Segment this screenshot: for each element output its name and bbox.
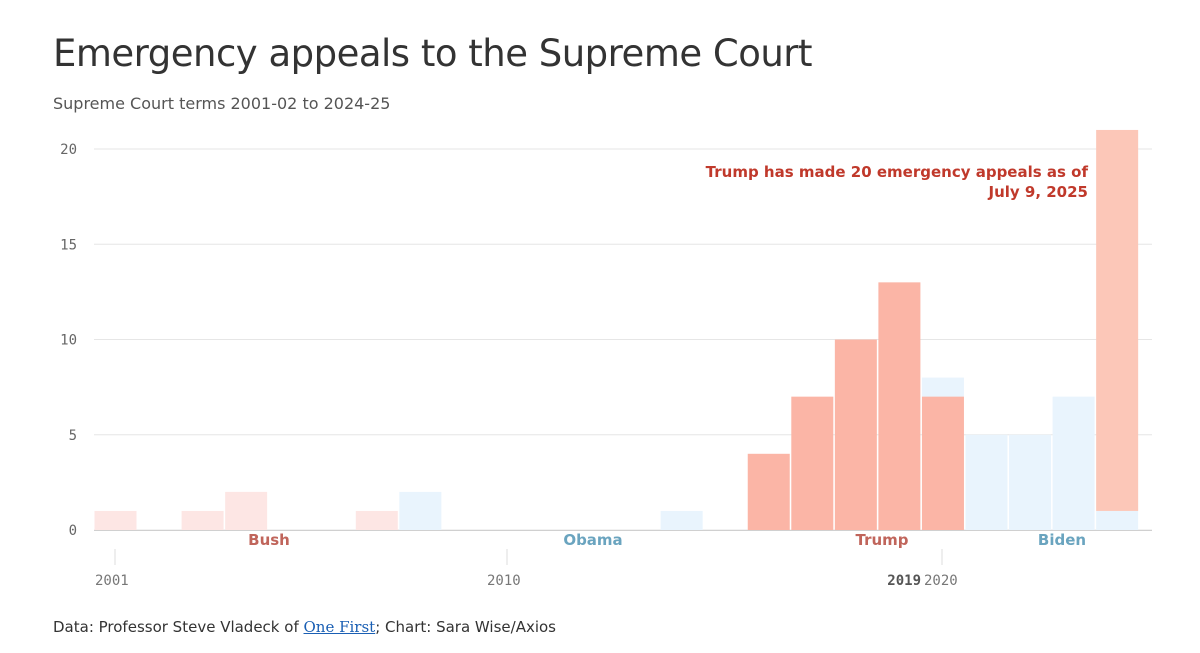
x-axis-ticks: 2001 2010 2019 2020 bbox=[95, 549, 958, 589]
y-tick-label: 15 bbox=[60, 237, 77, 253]
bar-trump-2019 bbox=[878, 282, 921, 530]
bar-trump-2024 bbox=[1096, 129, 1139, 511]
bar-biden-2023 bbox=[1052, 396, 1095, 530]
bar-biden-2022 bbox=[1009, 434, 1052, 530]
appeals-bar-chart: 0 5 10 15 20 2001 2010 2019 2020 Bush Obama Trump… bbox=[60, 129, 1152, 589]
annotation-line-1: Trump has made 20 emergency appeals as o… bbox=[706, 163, 1089, 181]
x-tick-label-2010: 2010 bbox=[487, 573, 521, 589]
bar-trump-2017 bbox=[791, 396, 834, 530]
bar-trump-2020 bbox=[921, 396, 964, 530]
bar-bush-2003 bbox=[181, 510, 224, 530]
bar-trump-2016 bbox=[747, 453, 790, 530]
president-label-trump: Trump bbox=[855, 531, 908, 549]
president-label-obama: Obama bbox=[563, 531, 622, 549]
page-subtitle: Supreme Court terms 2001-02 to 2024-25 bbox=[53, 94, 391, 113]
x-tick-label-2020: 2020 bbox=[924, 573, 958, 589]
y-tick-label: 10 bbox=[60, 333, 77, 349]
bar-bush-2001 bbox=[94, 510, 137, 530]
x-tick-label-2001: 2001 bbox=[95, 573, 129, 589]
bar-biden-2024 bbox=[1096, 510, 1139, 530]
y-tick-label: 20 bbox=[60, 142, 77, 158]
y-tick-label: 5 bbox=[69, 428, 77, 444]
source-suffix: ; Chart: Sara Wise/Axios bbox=[375, 618, 556, 636]
bar-bush-2004 bbox=[225, 491, 268, 530]
president-labels: Bush Obama Trump Biden bbox=[248, 531, 1086, 549]
bar-obama-2008 bbox=[399, 491, 442, 530]
y-tick-label: 0 bbox=[69, 523, 77, 539]
bar-biden-2021 bbox=[965, 434, 1008, 530]
annotation-line-2: July 9, 2025 bbox=[987, 183, 1088, 201]
x-tick-label-2019: 2019 bbox=[887, 573, 921, 589]
source-prefix: Data: Professor Steve Vladeck of bbox=[53, 618, 304, 636]
bar-obama-2014 bbox=[660, 510, 703, 530]
president-label-biden: Biden bbox=[1038, 531, 1086, 549]
bars bbox=[94, 129, 1139, 530]
bar-bush-2007 bbox=[355, 510, 398, 530]
source-note: Data: Professor Steve Vladeck of One Fir… bbox=[53, 618, 556, 636]
president-label-bush: Bush bbox=[248, 531, 290, 549]
one-first-link[interactable]: One First bbox=[303, 618, 376, 636]
y-axis-ticks: 0 5 10 15 20 bbox=[60, 142, 77, 539]
bar-trump-2018 bbox=[834, 339, 877, 530]
page-title: Emergency appeals to the Supreme Court bbox=[53, 32, 813, 75]
